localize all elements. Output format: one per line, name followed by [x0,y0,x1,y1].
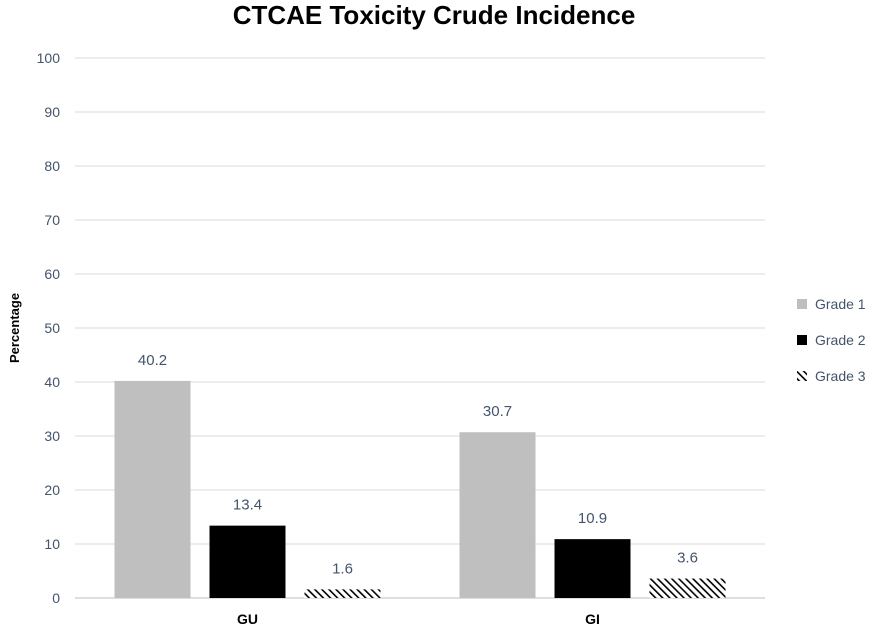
bars [114,380,726,598]
data-label: 13.4 [233,497,262,514]
legend: Grade 1 Grade 2 Grade 3 [797,296,866,384]
x-tick-label: GI [585,611,600,627]
x-tick-label: GU [237,611,258,627]
y-axis-label: Percentage [7,293,22,363]
legend-label: Grade 2 [815,332,866,348]
chart-title: CTCAE Toxicity Crude Incidence [233,0,636,30]
bar-gu-grade-3 [304,589,381,598]
y-tick-label: 60 [44,266,60,282]
bar-gi-grade-2 [554,539,631,598]
y-tick-label: 10 [44,536,60,552]
data-label: 3.6 [677,550,698,567]
legend-label: Grade 1 [815,296,866,312]
bar-gu-grade-2 [209,525,286,598]
y-tick-label: 100 [37,50,61,66]
bar-gi-grade-3 [649,578,726,598]
y-tick-label: 70 [44,212,60,228]
y-tick-label: 20 [44,482,60,498]
y-tick-label: 50 [44,320,60,336]
data-label: 40.2 [138,352,167,369]
data-labels: 40.2 13.4 1.6 30.7 10.9 3.6 [138,352,698,577]
y-tick-label: 0 [52,590,60,606]
bar-gi-grade-1 [459,432,536,598]
x-tick-labels: GU GI [237,611,600,627]
legend-swatch [797,299,807,309]
y-tick-label: 90 [44,104,60,120]
legend-swatch [797,371,807,381]
data-label: 30.7 [483,403,512,420]
y-tick-label: 40 [44,374,60,390]
legend-label: Grade 3 [815,368,866,384]
y-tick-label: 80 [44,158,60,174]
legend-swatch [797,335,807,345]
data-label: 1.6 [332,560,353,577]
y-tick-labels: 0 10 20 30 40 50 60 70 80 90 100 [37,50,61,606]
y-tick-label: 30 [44,428,60,444]
data-label: 10.9 [578,510,607,527]
bar-gu-grade-1 [114,380,191,598]
